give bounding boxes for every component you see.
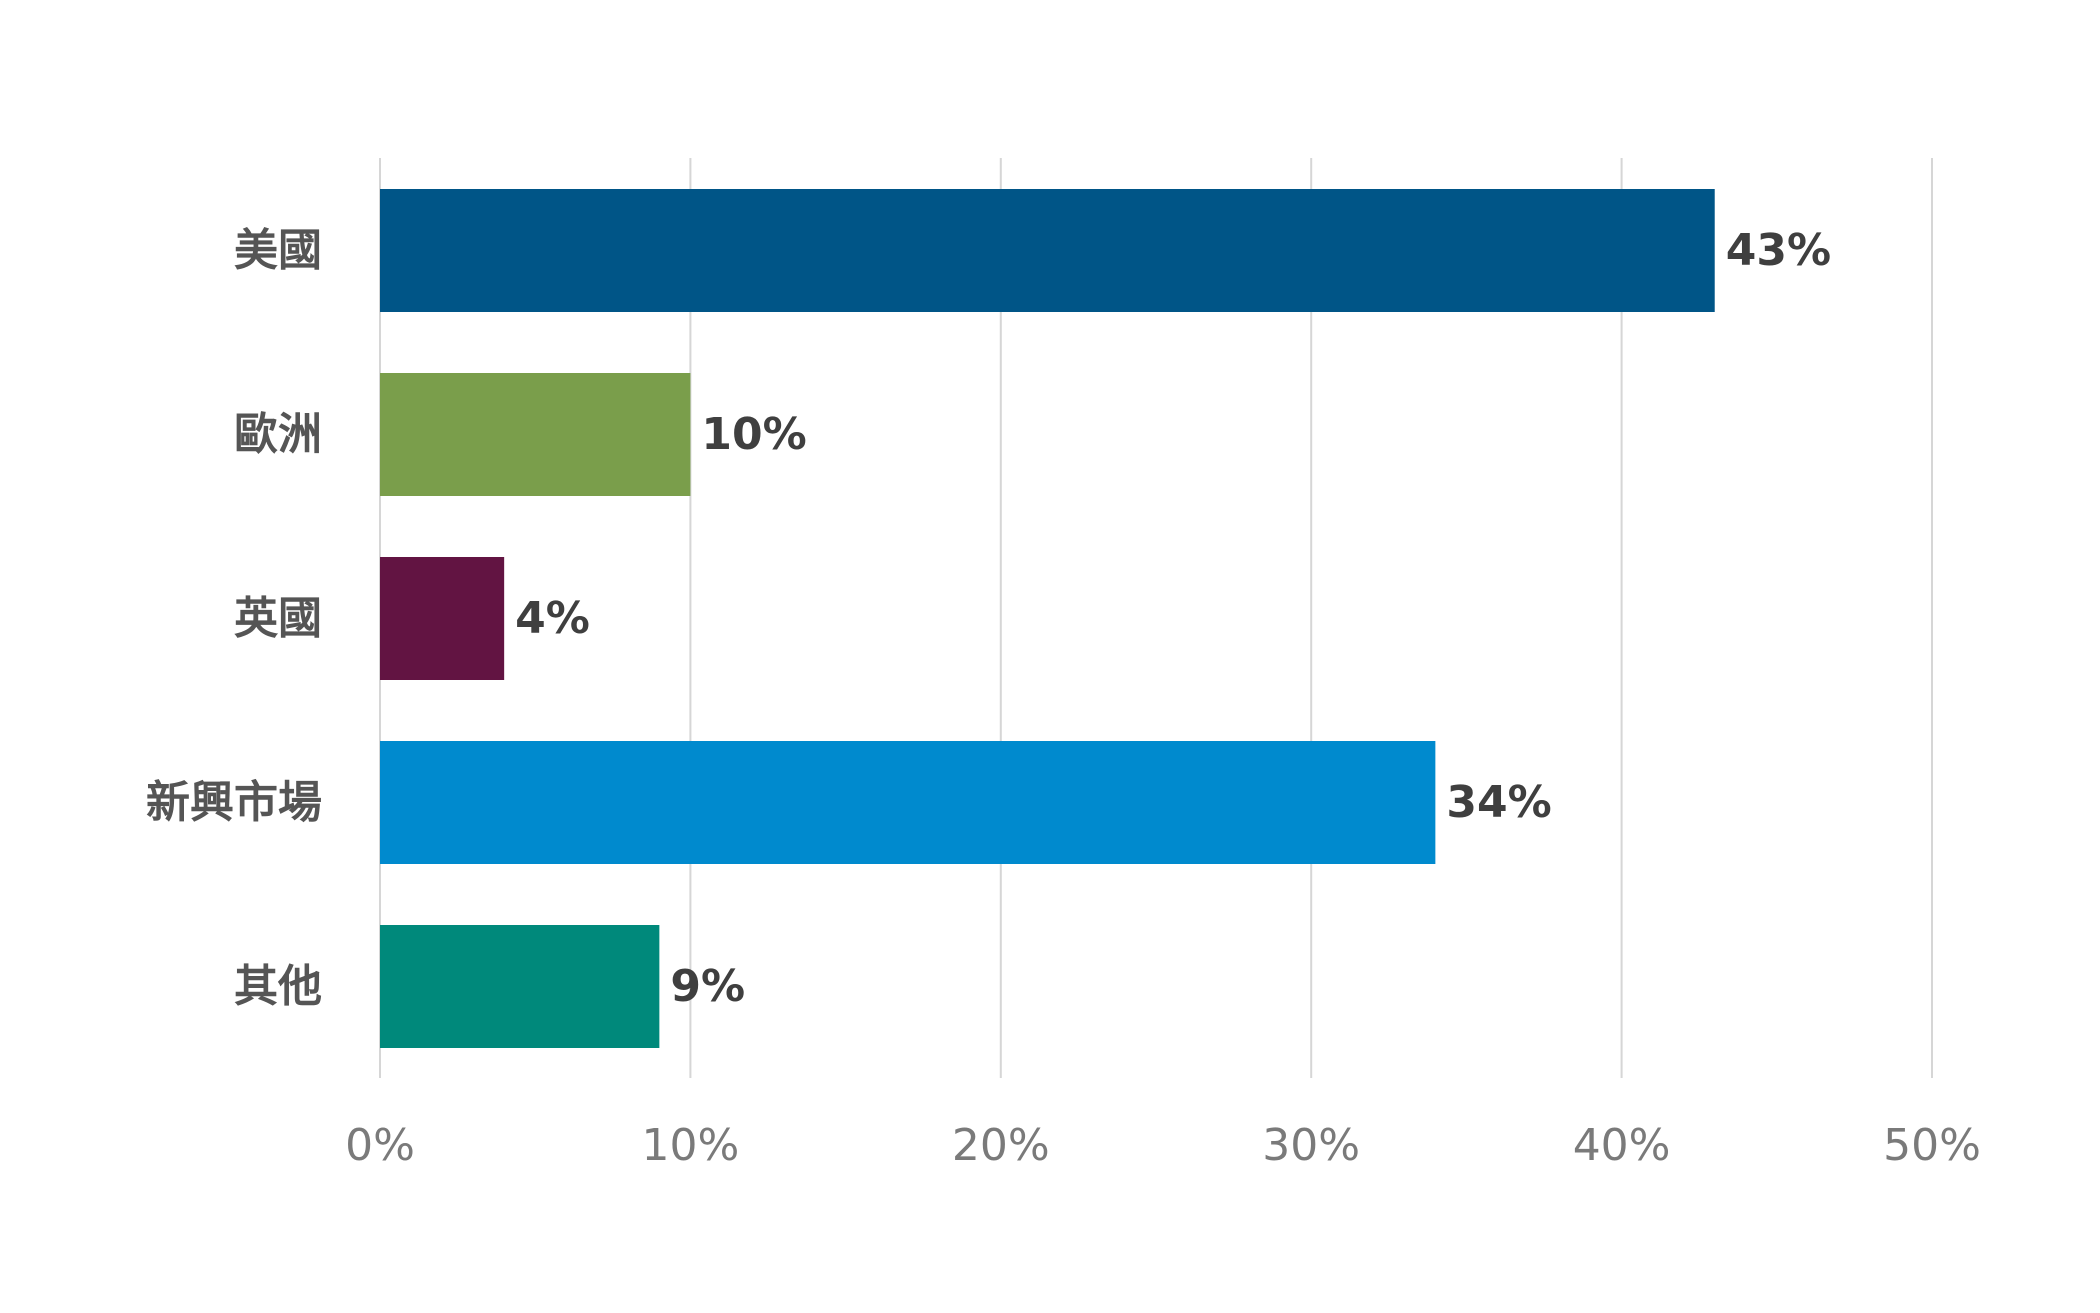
bar xyxy=(380,373,691,496)
x-tick-label: 10% xyxy=(642,1120,740,1171)
bar xyxy=(380,189,1715,312)
x-axis-ticks: 0% 10% 20% 30% 40% 50% xyxy=(345,1120,1981,1171)
category-label: 英國 xyxy=(234,593,322,644)
category-label: 其他 xyxy=(234,961,322,1012)
bar xyxy=(380,557,505,680)
data-label: 34% xyxy=(1446,777,1551,828)
bar-layer xyxy=(380,189,1715,1048)
x-tick-label: 0% xyxy=(345,1120,415,1171)
category-label: 歐洲 xyxy=(234,409,322,460)
bar xyxy=(380,741,1436,864)
data-label: 4% xyxy=(515,593,590,644)
category-label: 新興市場 xyxy=(146,777,322,828)
x-tick-label: 50% xyxy=(1883,1120,1981,1171)
data-label: 43% xyxy=(1726,225,1831,276)
data-label: 10% xyxy=(701,409,806,460)
x-tick-label: 30% xyxy=(1262,1120,1360,1171)
data-label: 9% xyxy=(670,961,745,1012)
x-tick-label: 20% xyxy=(952,1120,1050,1171)
label-layer: 美國 43% 歐洲 10% 英國 4% 新興市場 34% 其他 9% xyxy=(146,225,1831,1012)
bar xyxy=(380,925,660,1048)
category-label: 美國 xyxy=(234,225,322,276)
x-tick-label: 40% xyxy=(1573,1120,1671,1171)
